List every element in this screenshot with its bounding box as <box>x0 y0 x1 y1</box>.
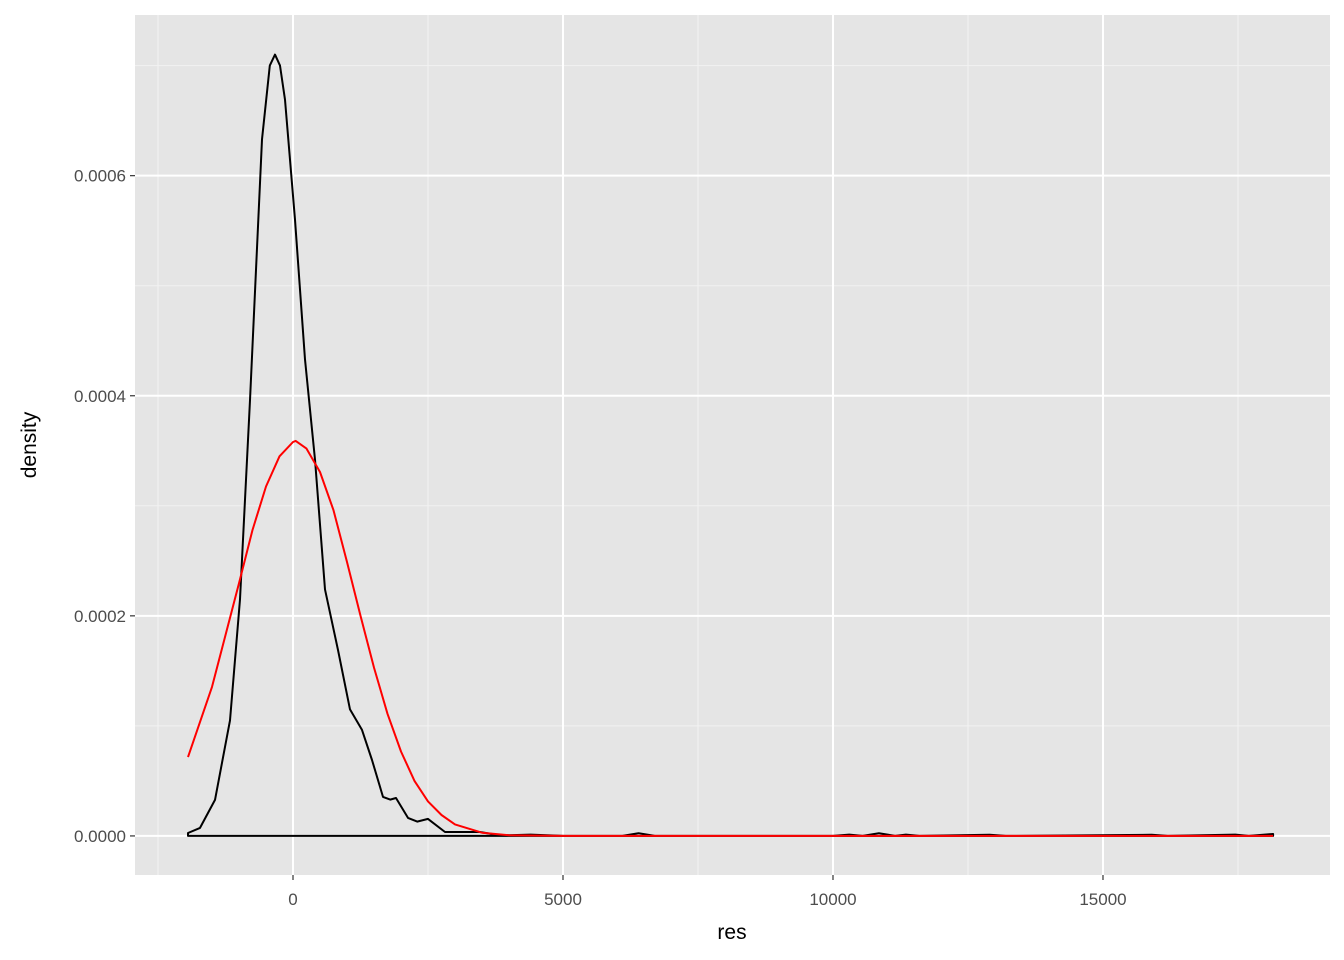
normal-curve <box>187 439 1274 837</box>
y-tick-label: 0.0000 <box>74 827 126 846</box>
y-axis-title: density <box>18 411 41 478</box>
y-tick-label: 0.0004 <box>74 387 126 406</box>
x-tick-label: 10000 <box>809 890 856 909</box>
plot-panel <box>135 15 1330 875</box>
x-tick-label: 15000 <box>1079 890 1126 909</box>
x-tick-label: 0 <box>288 890 297 909</box>
y-tick-label: 0.0006 <box>74 167 126 186</box>
x-tick-label: 5000 <box>544 890 582 909</box>
x-axis-title: res <box>717 921 746 944</box>
y-tick-label: 0.0002 <box>74 607 126 626</box>
